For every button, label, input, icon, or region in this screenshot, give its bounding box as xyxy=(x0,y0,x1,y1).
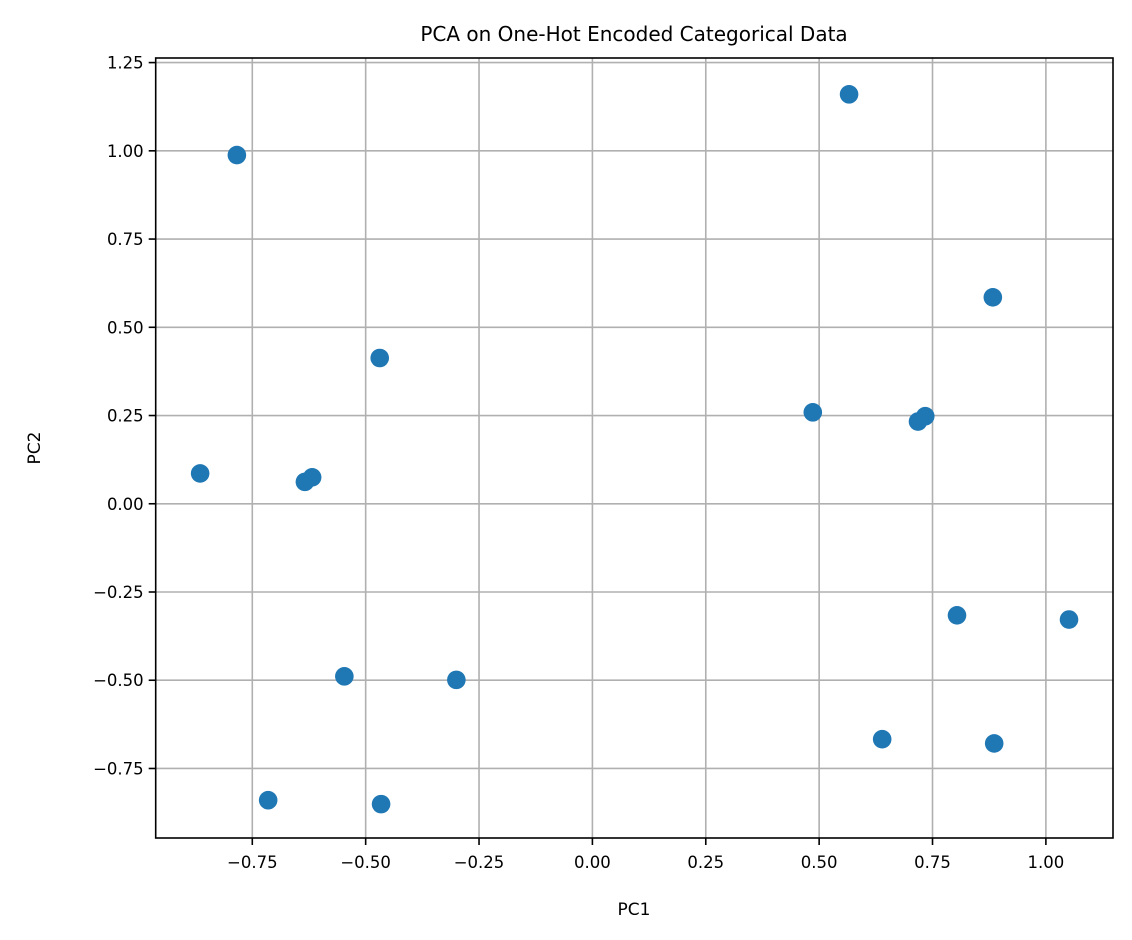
scatter-point xyxy=(370,348,390,368)
chart-title: PCA on One-Hot Encoded Categorical Data xyxy=(420,22,847,46)
scatter-point xyxy=(227,145,247,165)
x-tick-label: 0.25 xyxy=(687,853,724,872)
y-tick-label: −0.75 xyxy=(93,759,144,778)
x-tick-label: −0.75 xyxy=(227,853,278,872)
y-tick-label: 1.25 xyxy=(107,54,144,73)
scatter-point xyxy=(983,287,1003,307)
x-tick-label: 0.00 xyxy=(574,853,611,872)
x-tick-label: 0.50 xyxy=(801,853,838,872)
axes-frame xyxy=(154,57,1114,839)
y-tick-label: −0.25 xyxy=(93,583,144,602)
x-tick-label: 0.75 xyxy=(914,853,951,872)
y-tick-label: 0.75 xyxy=(107,230,144,249)
scatter-point xyxy=(258,790,278,810)
scatter-point xyxy=(335,667,354,686)
scatter-point xyxy=(447,670,466,690)
y-tick-label: 1.00 xyxy=(107,142,144,161)
data-points xyxy=(190,85,1079,814)
x-axis-label: PC1 xyxy=(618,900,651,920)
x-tick-label: −0.50 xyxy=(340,853,391,872)
scatter-point xyxy=(302,467,322,487)
y-tick-label: 0.00 xyxy=(107,495,144,514)
scatter-point xyxy=(872,729,892,749)
x-tick-label: 1.00 xyxy=(1028,853,1065,872)
scatter-point xyxy=(1059,610,1079,629)
y-axis-ticks: −0.75 −0.50 −0.25 0.00 0.25 0.50 0.75 1.00 1.25 xyxy=(93,54,156,778)
y-tick-label: 0.25 xyxy=(107,407,144,426)
x-axis-ticks: −0.75 −0.50 −0.25 0.00 0.25 0.50 0.75 1.00 xyxy=(227,838,1064,872)
y-tick-label: −0.50 xyxy=(93,671,144,690)
scatter-point xyxy=(984,734,1004,753)
scatter-point xyxy=(839,85,859,104)
x-tick-label: −0.25 xyxy=(454,853,505,872)
y-axis-label: PC2 xyxy=(25,432,45,465)
scatter-point xyxy=(803,403,823,422)
scatter-point xyxy=(947,605,967,625)
y-tick-label: 0.50 xyxy=(107,318,144,337)
scatter-point xyxy=(190,464,210,483)
scatter-point xyxy=(915,406,935,426)
grid-lines xyxy=(155,58,1113,838)
scatter-point xyxy=(371,794,391,814)
